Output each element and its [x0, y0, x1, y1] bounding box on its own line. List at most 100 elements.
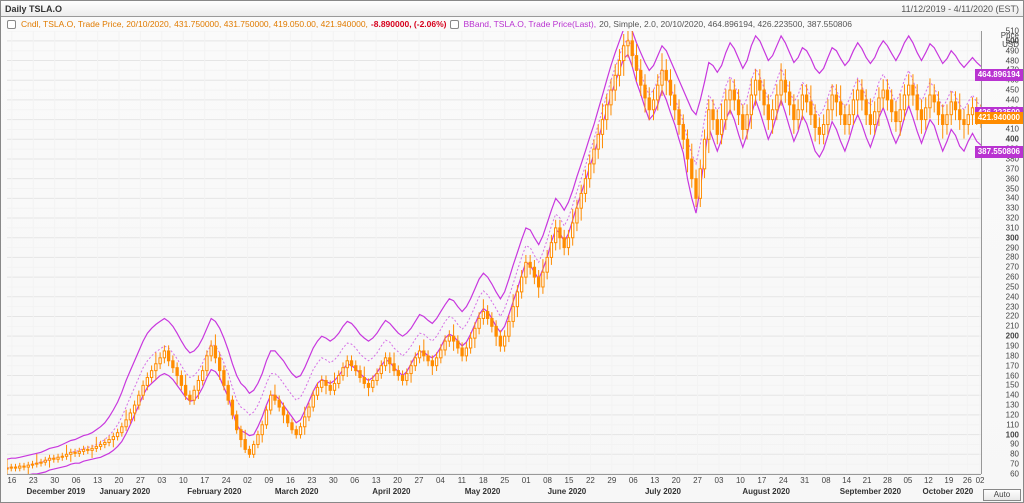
x-tick-day: 23 — [29, 476, 38, 485]
x-tick-day: 25 — [500, 476, 509, 485]
x-tick-day: 24 — [222, 476, 231, 485]
x-tick-day: 29 — [607, 476, 616, 485]
x-tick-day: 13 — [372, 476, 381, 485]
x-tick-day: 14 — [842, 476, 851, 485]
auto-button[interactable]: Auto — [983, 489, 1021, 501]
x-tick-month: January 2020 — [100, 487, 151, 496]
title-bar: Daily TSLA.O 11/12/2019 - 4/11/2020 (EST… — [1, 1, 1023, 17]
x-axis: Auto 16233006132027031017240209162330061… — [7, 474, 981, 502]
y-tick: 500 — [1006, 36, 1019, 45]
legend-bband-params: 20, Simple, 2.0, 20/10/2020, 464.896194,… — [599, 19, 852, 29]
y-tick: 300 — [1006, 233, 1019, 242]
x-tick-day: 27 — [415, 476, 424, 485]
y-tick: 140 — [1006, 391, 1019, 400]
y-tick: 280 — [1006, 253, 1019, 262]
y-tick: 220 — [1006, 312, 1019, 321]
y-tick: 250 — [1006, 282, 1019, 291]
y-tick: 490 — [1006, 46, 1019, 55]
y-tick: 320 — [1006, 214, 1019, 223]
x-tick-day: 20 — [115, 476, 124, 485]
x-tick-day: 15 — [565, 476, 574, 485]
x-tick-day: 12 — [924, 476, 933, 485]
chart-container: Daily TSLA.O 11/12/2019 - 4/11/2020 (EST… — [0, 0, 1024, 503]
x-tick-day: 30 — [329, 476, 338, 485]
y-tick: 190 — [1006, 342, 1019, 351]
x-tick-day: 18 — [479, 476, 488, 485]
y-tick: 130 — [1006, 401, 1019, 410]
x-tick-day: 20 — [672, 476, 681, 485]
x-tick-day: 10 — [736, 476, 745, 485]
y-tick: 450 — [1006, 86, 1019, 95]
x-tick-day: 02 — [243, 476, 252, 485]
x-tick-day: 06 — [72, 476, 81, 485]
x-tick-day: 30 — [50, 476, 59, 485]
x-tick-day: 03 — [157, 476, 166, 485]
y-tick: 150 — [1006, 381, 1019, 390]
y-tick: 230 — [1006, 302, 1019, 311]
price-marker: 387.550806 — [975, 146, 1023, 158]
x-tick-month: June 2020 — [548, 487, 587, 496]
x-tick-month: July 2020 — [645, 487, 681, 496]
y-tick: 410 — [1006, 125, 1019, 134]
y-tick: 360 — [1006, 174, 1019, 183]
x-tick-day: 16 — [286, 476, 295, 485]
legend-icon-2[interactable] — [450, 20, 459, 29]
y-axis: Price USD 607080901001101201301401501601… — [981, 31, 1023, 474]
legend-change: -8.890000, (-2.06%) — [371, 19, 447, 29]
x-tick-day: 03 — [715, 476, 724, 485]
x-tick-day: 22 — [586, 476, 595, 485]
x-tick-day: 08 — [822, 476, 831, 485]
y-tick: 110 — [1006, 420, 1019, 429]
y-tick: 510 — [1006, 27, 1019, 36]
y-tick: 90 — [1010, 440, 1019, 449]
y-tick: 70 — [1010, 460, 1019, 469]
y-tick: 330 — [1006, 204, 1019, 213]
y-tick: 370 — [1006, 164, 1019, 173]
legend-ohlc: 431.750000, 431.750000, 419.050.00, 421.… — [174, 19, 368, 29]
x-tick-day: 27 — [136, 476, 145, 485]
x-tick-day: 24 — [779, 476, 788, 485]
x-tick-day: 13 — [650, 476, 659, 485]
x-tick-month: December 2019 — [26, 487, 85, 496]
y-tick: 270 — [1006, 263, 1019, 272]
x-tick-month: February 2020 — [187, 487, 241, 496]
x-tick-day: 02 — [976, 476, 985, 485]
y-tick: 160 — [1006, 371, 1019, 380]
legend-cndl: Cndl, TSLA.O, Trade Price, 20/10/2020, — [21, 19, 171, 29]
x-tick-day: 26 — [963, 476, 972, 485]
x-tick-month: August 2020 — [742, 487, 790, 496]
x-tick-day: 16 — [7, 476, 16, 485]
x-tick-day: 08 — [543, 476, 552, 485]
y-tick: 180 — [1006, 351, 1019, 360]
y-tick: 310 — [1006, 223, 1019, 232]
plot-area[interactable] — [7, 31, 981, 474]
y-tick: 210 — [1006, 322, 1019, 331]
x-tick-month: March 2020 — [275, 487, 319, 496]
y-tick: 290 — [1006, 243, 1019, 252]
y-tick: 100 — [1006, 430, 1019, 439]
chart-title: Daily TSLA.O — [5, 4, 62, 14]
x-tick-day: 05 — [903, 476, 912, 485]
x-tick-day: 06 — [629, 476, 638, 485]
legend-bband: BBand, TSLA.O, Trade Price(Last), — [464, 19, 597, 29]
price-marker: 421.940000 — [975, 112, 1023, 124]
x-tick-day: 20 — [393, 476, 402, 485]
price-marker: 464.896194 — [975, 69, 1023, 81]
legend-icon[interactable] — [7, 20, 16, 29]
x-tick-day: 17 — [200, 476, 209, 485]
x-tick-day: 06 — [350, 476, 359, 485]
y-tick: 440 — [1006, 95, 1019, 104]
y-tick: 80 — [1010, 450, 1019, 459]
y-tick: 120 — [1006, 410, 1019, 419]
x-tick-day: 04 — [436, 476, 445, 485]
y-tick: 60 — [1010, 470, 1019, 479]
x-tick-day: 19 — [944, 476, 953, 485]
x-tick-month: October 2020 — [923, 487, 974, 496]
legend-bar: Cndl, TSLA.O, Trade Price, 20/10/2020, 4… — [1, 17, 1023, 31]
x-tick-day: 28 — [883, 476, 892, 485]
x-tick-month: September 2020 — [840, 487, 901, 496]
x-tick-month: May 2020 — [465, 487, 501, 496]
x-tick-day: 09 — [265, 476, 274, 485]
y-tick: 240 — [1006, 292, 1019, 301]
y-tick: 400 — [1006, 135, 1019, 144]
